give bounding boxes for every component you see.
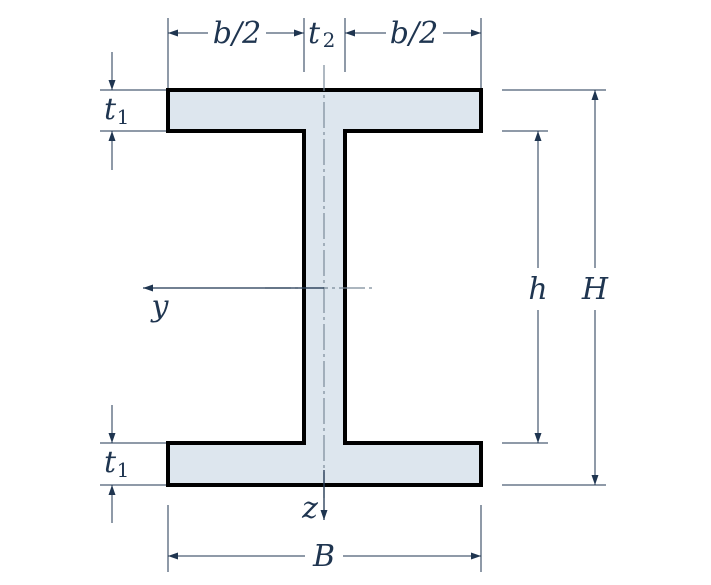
label-total-height: H <box>581 272 609 307</box>
label-total-width: B <box>312 539 335 574</box>
label-axis-y: y <box>150 289 170 324</box>
label-flange-thickness-bottom-sub: 1 <box>117 458 130 482</box>
label-flange-thickness-top: t <box>104 92 117 127</box>
label-half-width-right: b/2 <box>390 16 438 51</box>
label-inner-height: h <box>528 272 547 307</box>
label-axis-z: z <box>301 491 318 526</box>
label-flange-thickness-top-sub: 1 <box>117 105 130 129</box>
label-web-thickness-sub: 2 <box>323 28 336 52</box>
label-half-width-left: b/2 <box>213 16 261 51</box>
label-flange-thickness-bottom: t <box>104 445 117 480</box>
label-web-thickness: t <box>308 16 321 51</box>
